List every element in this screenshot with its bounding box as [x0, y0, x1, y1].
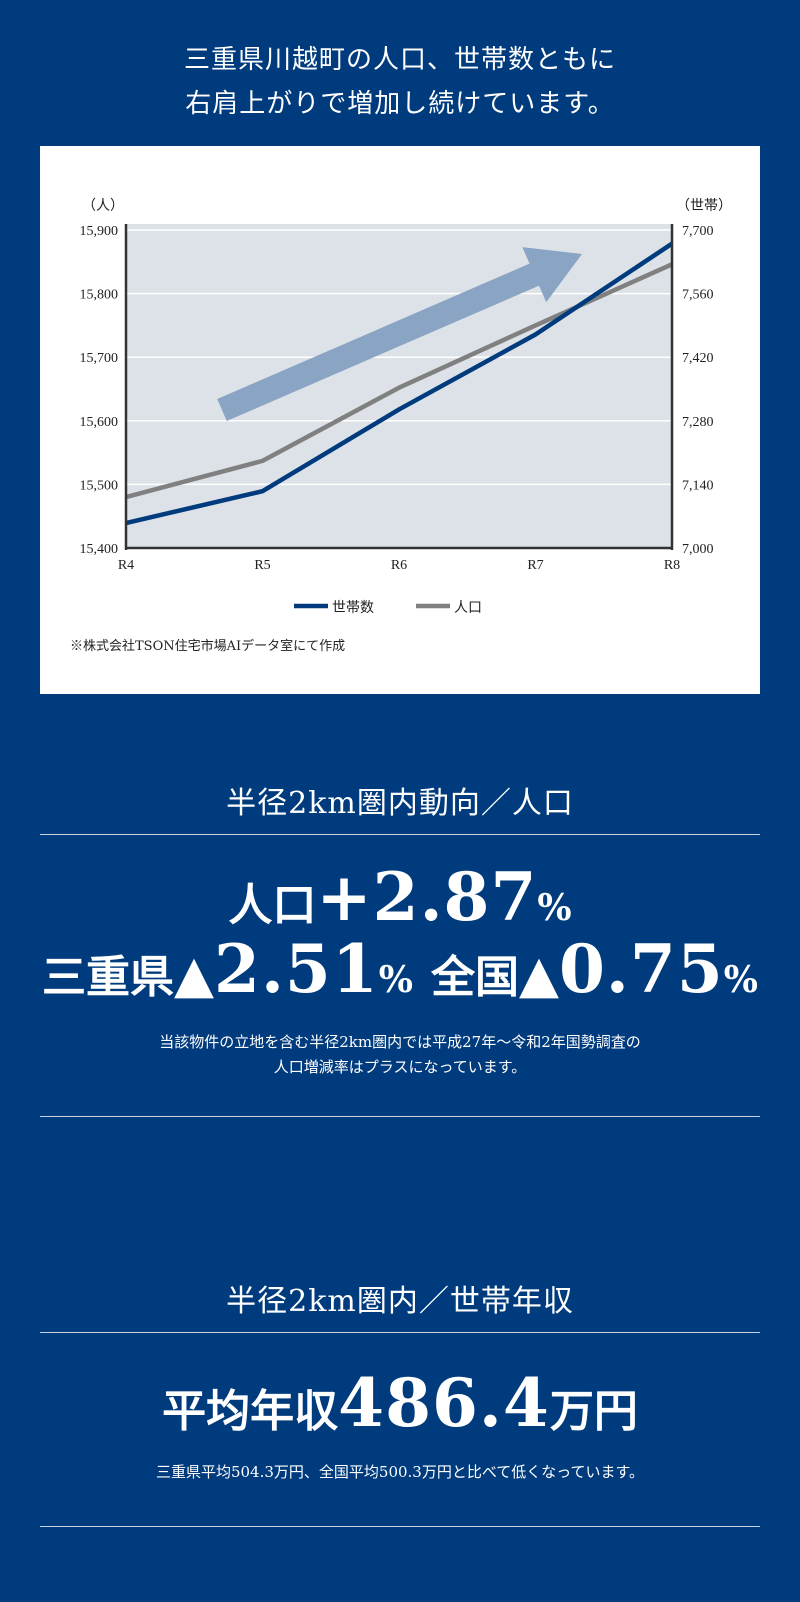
nation-change-value: 0.75 — [559, 930, 724, 1008]
population-section-title: 半径2km圏内動向／人口 — [226, 786, 574, 821]
right-tick-label: 7,560 — [682, 288, 714, 303]
headline: 三重県川越町の人口、世帯数ともに 右肩上がりで増加し続けています。 — [0, 38, 800, 126]
left-tick-label: 15,900 — [80, 224, 119, 239]
left-tick-label: 15,600 — [80, 415, 119, 430]
right-tick-label: 7,420 — [682, 351, 714, 366]
population-change-unit: % — [537, 887, 572, 929]
population-household-chart: 15,400 15,500 15,600 15,700 15,800 15,900 7,0… — [70, 198, 732, 654]
population-change-value: +2.87 — [316, 858, 538, 936]
trend-arrow-icon — [217, 247, 583, 422]
income-unit: 万円 — [549, 1386, 638, 1437]
chart-card: 15,400 15,500 15,600 15,700 15,800 15,900 7,0… — [40, 146, 760, 694]
legend: 世帯数 人口 — [294, 600, 482, 616]
population-note-line-1: 当該物件の立地を含む半径2km圏内では平成27年～令和2年国勢調査の — [159, 1033, 641, 1051]
left-tick-label: 15,800 — [80, 288, 119, 303]
legend-label: 人口 — [454, 600, 482, 616]
divider — [40, 1332, 760, 1333]
left-axis-unit: （人） — [82, 198, 124, 214]
right-tick-label: 7,700 — [682, 224, 714, 239]
income-label: 平均年収 — [162, 1386, 339, 1437]
left-axis-ticks: 15,400 15,500 15,600 15,700 15,800 15,900 — [80, 224, 119, 557]
divider — [40, 834, 760, 835]
income-value: 486.4 — [338, 1364, 550, 1442]
population-note: 当該物件の立地を含む半径2km圏内では平成27年～令和2年国勢調査の 人口増減率… — [0, 1030, 800, 1080]
series-line-households — [125, 241, 674, 526]
income-line: 平均年収486.4万円 — [0, 1364, 800, 1442]
x-tick-label: R6 — [391, 558, 407, 573]
right-tick-label: 7,000 — [682, 542, 714, 557]
nation-change-unit: % — [723, 959, 758, 1001]
headline-line-2: 右肩上がりで増加し続けています。 — [185, 89, 615, 119]
right-axis-ticks: 7,000 7,140 7,280 7,420 7,560 7,700 — [682, 224, 714, 557]
left-tick-label: 15,400 — [80, 542, 119, 557]
right-axis-unit: （世帯） — [676, 198, 732, 214]
series-lines — [125, 241, 674, 526]
nation-label: 全国 — [431, 952, 519, 1003]
nation-triangle-icon: ▲ — [519, 944, 559, 1005]
left-tick-label: 15,700 — [80, 351, 119, 366]
x-tick-label: R8 — [664, 558, 680, 573]
income-section-title: 半径2km圏内／世帯年収 — [226, 1284, 574, 1319]
right-tick-label: 7,140 — [682, 478, 714, 493]
x-tick-label: R7 — [527, 558, 543, 573]
prefecture-triangle-icon: ▲ — [174, 944, 215, 1005]
headline-line-1: 三重県川越町の人口、世帯数ともに — [183, 45, 616, 75]
income-note: 三重県平均504.3万円、全国平均500.3万円と比べて低くなっています。 — [0, 1460, 800, 1485]
population-label: 人口 — [228, 880, 317, 931]
legend-label: 世帯数 — [332, 600, 374, 616]
x-tick-label: R5 — [254, 558, 270, 573]
prefecture-label: 三重県 — [42, 952, 175, 1003]
right-tick-label: 7,280 — [682, 415, 714, 430]
chart-source-note: ※株式会社TSON住宅市場AIデータ室にて作成 — [70, 638, 345, 654]
comparison-line: 三重県▲2.51% 全国▲0.75% — [0, 930, 800, 1008]
x-axis-ticks: R4 R5 R6 R7 R8 — [118, 558, 680, 573]
divider — [40, 1526, 760, 1527]
left-tick-label: 15,500 — [80, 478, 119, 493]
population-note-line-2: 人口増減率はプラスになっています。 — [273, 1058, 527, 1076]
income-note-text: 三重県平均504.3万円、全国平均500.3万円と比べて低くなっています。 — [155, 1463, 645, 1481]
divider — [40, 1116, 760, 1117]
prefecture-change-unit: % — [378, 959, 413, 1001]
gridlines — [126, 229, 672, 486]
x-tick-label: R4 — [118, 558, 134, 573]
prefecture-change-value: 2.51 — [214, 930, 379, 1008]
population-change-line: 人口+2.87% — [0, 858, 800, 936]
